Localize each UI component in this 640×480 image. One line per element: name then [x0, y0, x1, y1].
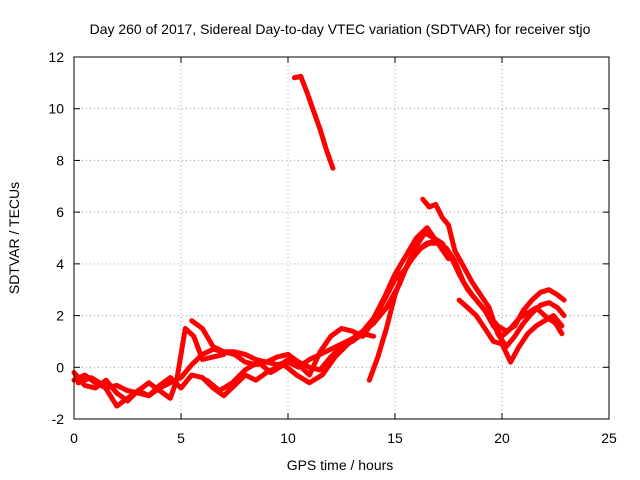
x-tick-label: 25 [601, 430, 617, 446]
series-group [71, 73, 567, 409]
series-track-9 [291, 73, 336, 171]
y-tick-label: 0 [56, 359, 64, 375]
y-tick-label: 8 [56, 152, 64, 168]
x-tick-label: 5 [177, 430, 185, 446]
x-tick-label: 10 [280, 430, 296, 446]
y-tick-label: 12 [48, 49, 64, 65]
x-axis-title: GPS time / hours [287, 457, 394, 473]
series-track-3 [75, 238, 441, 409]
series-track-5 [204, 230, 565, 394]
x-tick-label: 15 [387, 430, 403, 446]
y-tick-label: 4 [56, 256, 64, 272]
x-tick-label: 0 [70, 430, 78, 446]
chart-title: Day 260 of 2017, Sidereal Day-to-day VTE… [90, 21, 591, 37]
series-track-2 [71, 326, 227, 404]
plot-frame [73, 56, 610, 420]
y-tick-label: -2 [52, 411, 65, 427]
series-track-4 [189, 225, 451, 370]
axis-ticks: 0 5 10 15 20 25 -2 0 2 4 6 8 10 12 [48, 49, 617, 446]
series-track-6 [366, 240, 567, 383]
grid [74, 57, 609, 419]
series-track-7 [420, 196, 567, 350]
series-track-8 [456, 297, 565, 365]
y-tick-label: 10 [48, 101, 64, 117]
x-tick-label: 20 [494, 430, 510, 446]
y-tick-label: 6 [56, 204, 64, 220]
y-tick-label: 2 [56, 308, 64, 324]
y-axis-title: SDTVAR / TECUs [6, 182, 22, 294]
